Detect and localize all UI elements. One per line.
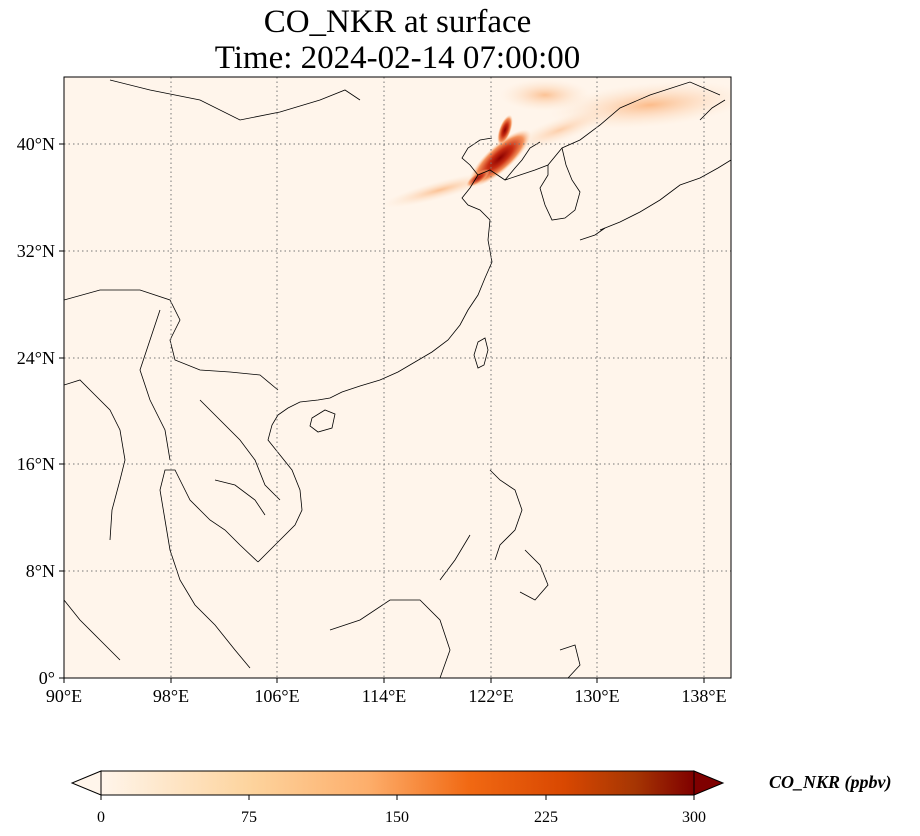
coastlines — [64, 79, 731, 678]
colorbar-tick-label: 150 — [385, 809, 409, 826]
map-title-line2: Time: 2024-02-14 07:00:00 — [214, 40, 581, 76]
axis-ticks — [59, 143, 705, 683]
y-tick-label: 16°N — [17, 454, 55, 474]
x-tick-labels: 90°E 98°E 106°E 114°E 122°E 130°E 138°E — [46, 686, 727, 706]
colorbar-tick-label: 75 — [241, 809, 257, 826]
colorbar-gradient — [101, 771, 694, 795]
gridlines — [64, 77, 731, 678]
y-tick-label: 0° — [39, 668, 55, 688]
map-background — [64, 77, 731, 678]
x-tick-label: 90°E — [46, 686, 82, 706]
y-tick-label: 24°N — [17, 348, 55, 368]
map-title-line1: CO_NKR at surface — [263, 4, 532, 40]
y-tick-label: 32°N — [17, 241, 55, 261]
colorbar-extend-max — [693, 770, 725, 796]
y-tick-label: 8°N — [26, 561, 55, 581]
concentration-field — [381, 79, 731, 208]
colorbar-tick-label: 300 — [682, 809, 706, 826]
colorbar-tick-label: 0 — [97, 809, 105, 826]
y-tick-label: 40°N — [17, 134, 55, 154]
x-tick-label: 98°E — [153, 686, 189, 706]
x-tick-label: 114°E — [362, 686, 407, 706]
map-frame — [63, 76, 732, 679]
x-tick-label: 138°E — [681, 686, 726, 706]
colorbar-tick-label: 225 — [534, 809, 558, 826]
x-tick-label: 130°E — [574, 686, 619, 706]
x-tick-label: 106°E — [254, 686, 299, 706]
y-tick-labels: 0° 8°N 16°N 24°N 32°N 40°N — [17, 134, 55, 688]
colorbar-extend-min — [70, 770, 102, 796]
x-tick-label: 122°E — [468, 686, 513, 706]
colorbar: 0 75 150 225 300 CO_NKR (ppbv) — [70, 770, 892, 826]
colorbar-label: CO_NKR (ppbv) — [769, 772, 892, 793]
